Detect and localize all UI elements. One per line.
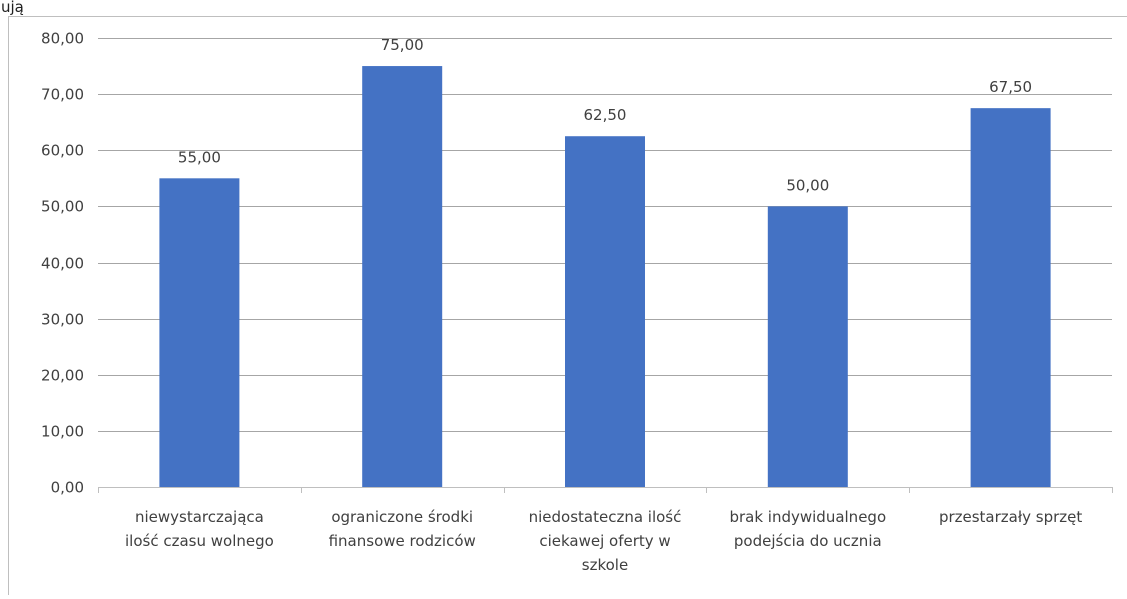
data-label: 50,00 [786,176,829,194]
bars [159,66,1050,487]
y-tick-label: 40,00 [41,255,84,273]
x-axis-categories: niewystarczająca ilość czasu wolnego ogran… [125,508,1082,574]
category-label: przestarzały sprzęt [939,508,1082,526]
bar [362,66,442,487]
bar [768,206,848,487]
y-tick-label: 10,00 [41,423,84,441]
y-tick-label: 80,00 [41,30,84,48]
bar [159,178,239,487]
y-tick-label: 60,00 [41,142,84,160]
y-axis-ticks: 0,00 10,00 20,00 30,00 40,00 50,00 60,00 70,00 8… [41,30,84,497]
y-tick-label: 30,00 [41,311,84,329]
category-label: niewystarczająca [135,508,264,526]
y-tick-label: 70,00 [41,86,84,104]
data-label: 75,00 [381,36,424,54]
category-label: brak indywidualnego [729,508,886,526]
category-label: niedostateczna ilość [529,508,682,526]
bar [565,136,645,487]
y-tick-label: 0,00 [51,479,84,497]
y-tick-label: 50,00 [41,198,84,216]
data-label: 55,00 [178,148,221,166]
data-label: 67,50 [989,78,1032,96]
data-label: 62,50 [584,106,627,124]
y-tick-label: 20,00 [41,367,84,385]
cropped-header-text: ują [1,0,24,16]
category-label: finansowe rodziców [329,532,476,550]
bar [971,108,1051,487]
category-label: ciekawej oferty w [539,532,670,550]
category-label: ilość czasu wolnego [125,532,274,550]
category-label: podejścia do ucznia [734,532,882,550]
category-label: szkole [582,556,628,574]
category-label: ograniczone środki [331,508,473,526]
